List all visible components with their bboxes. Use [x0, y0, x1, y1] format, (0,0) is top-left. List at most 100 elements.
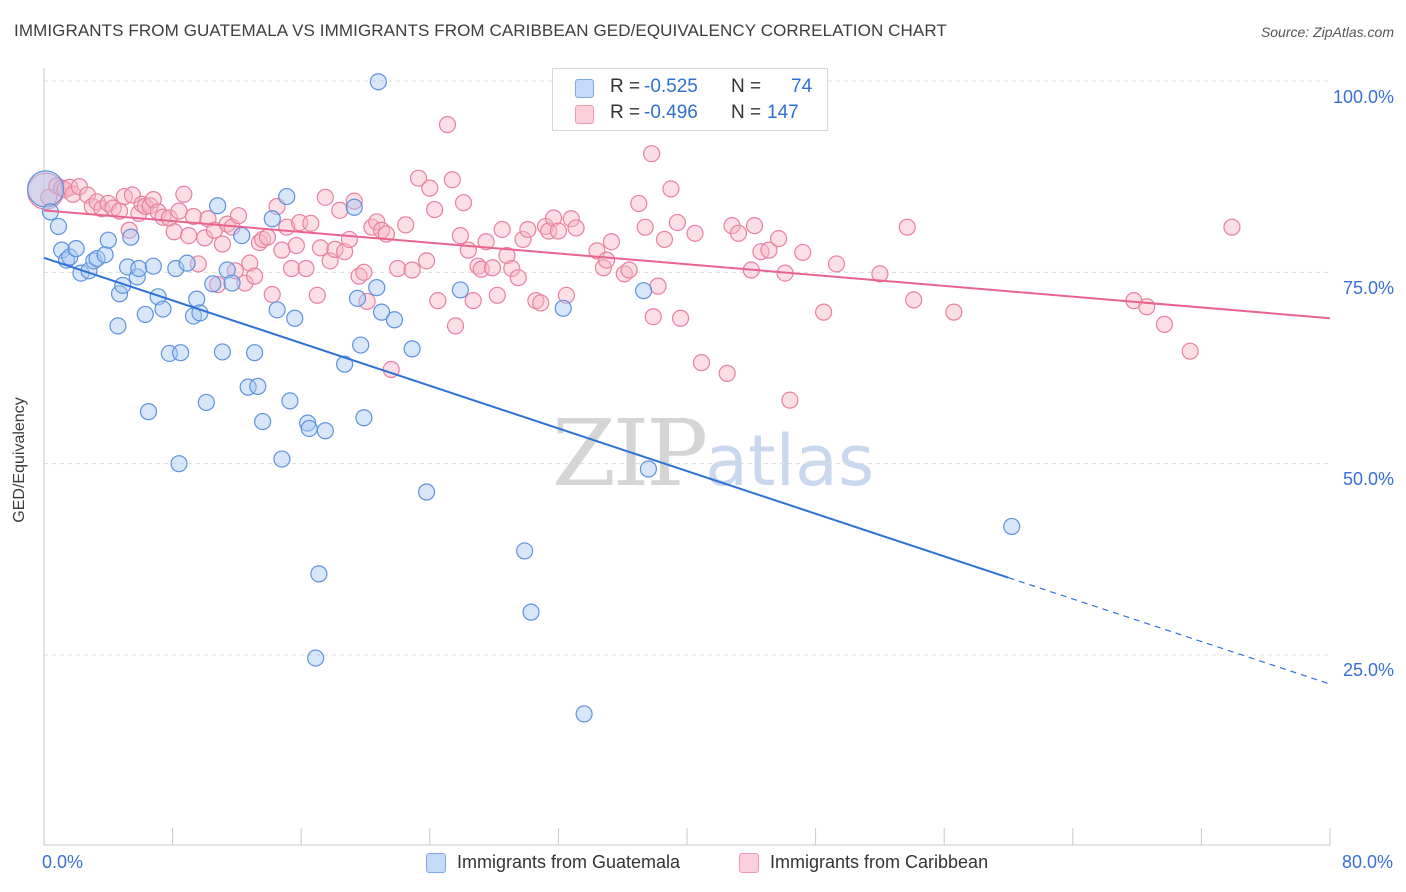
guatemala-point: [300, 419, 318, 438]
caribbean-point: [598, 251, 616, 269]
watermark-zip: ZIP: [552, 400, 708, 507]
caribbean-point: [355, 263, 373, 281]
legend-r-value: -0.496: [644, 102, 698, 123]
caribbean-point: [451, 226, 469, 245]
caribbean-point: [165, 223, 183, 241]
caribbean-point: [602, 233, 621, 251]
caribbean-point: [509, 269, 527, 287]
caribbean-point: [1138, 298, 1156, 316]
guatemala-point: [268, 301, 286, 319]
caribbean-point: [170, 202, 188, 220]
caribbean-point: [213, 235, 232, 253]
caribbean-point: [718, 364, 736, 382]
caribbean-point: [464, 292, 482, 310]
guatemala-point: [172, 344, 190, 362]
caribbean-point: [368, 213, 386, 231]
guatemala-point: [213, 343, 232, 361]
caribbean-point: [945, 303, 963, 321]
guatemala-point: [369, 73, 387, 91]
guatemala-point: [522, 603, 540, 621]
caribbean-point: [340, 230, 359, 249]
guatemala-point: [67, 240, 85, 258]
caribbean-point: [671, 309, 690, 327]
caribbean-point: [421, 179, 439, 197]
guatemala-point: [96, 246, 114, 264]
bottom-legend-label: Immigrants from Guatemala: [457, 852, 681, 872]
legend-swatch-caribbean: [575, 105, 594, 124]
guatemala-point: [1003, 517, 1021, 536]
guatemala-point: [278, 187, 296, 206]
caribbean-point: [794, 243, 812, 262]
guatemala-point: [368, 279, 386, 297]
guatemala-point: [286, 309, 304, 327]
legend-n-label: N =: [731, 76, 762, 97]
caribbean-point: [655, 230, 674, 249]
caribbean-point: [498, 246, 516, 265]
caribbean-point: [644, 308, 662, 326]
caribbean-point: [643, 145, 661, 163]
trend-lines: [43, 209, 1331, 685]
caribbean-point: [649, 277, 667, 295]
legend-n-label: N =: [731, 102, 762, 123]
caribbean-point: [311, 239, 330, 257]
caribbean-point: [120, 221, 138, 239]
source-credit: Source: ZipAtlas.com: [1260, 24, 1394, 40]
watermark: ZIPatlas: [552, 400, 874, 507]
caribbean-point: [905, 291, 923, 309]
caribbean-point: [175, 185, 193, 203]
caribbean-point: [662, 180, 680, 198]
guatemala-point: [99, 231, 117, 249]
guatemala-point: [88, 249, 106, 268]
caribbean-point: [514, 230, 532, 249]
guatemala-point: [575, 705, 593, 723]
caribbean-point: [544, 209, 563, 227]
guatemala-point: [307, 649, 325, 667]
guatemala-point: [249, 377, 267, 395]
caribbean-point: [297, 259, 315, 278]
caribbean-point: [389, 259, 407, 278]
guatemala-point: [245, 344, 264, 362]
guatemala-point: [130, 259, 148, 278]
guatemala-point: [345, 198, 363, 216]
guatemala-point: [336, 355, 354, 373]
guatemala-point: [204, 275, 222, 293]
legend-swatch-guatemala: [575, 79, 594, 98]
y-tick-50: 50.0%: [1342, 469, 1394, 489]
guatemala-point: [403, 340, 421, 358]
legend-r-value: -0.525: [644, 76, 698, 97]
caribbean-point: [273, 241, 291, 259]
bottom-legend-label: Immigrants from Caribbean: [770, 852, 989, 872]
guatemala-point: [352, 336, 370, 354]
guatemala-point: [639, 460, 658, 478]
guatemala-point: [27, 170, 65, 208]
guatemala-points: [27, 73, 1021, 723]
guatemala-point: [223, 274, 241, 292]
caribbean-point: [229, 207, 248, 225]
caribbean-point: [488, 286, 506, 304]
caribbean-points: [27, 116, 1241, 409]
caribbean-point: [180, 226, 198, 245]
caribbean-point: [1155, 315, 1174, 333]
caribbean-point: [245, 267, 264, 285]
stats-legend: R = -0.525 N = 74 R = -0.496 N = 147: [552, 68, 828, 131]
caribbean-point: [331, 201, 349, 219]
caribbean-point: [403, 261, 421, 279]
guatemala-point: [114, 276, 132, 294]
caribbean-point: [438, 116, 457, 134]
guatemala-point: [144, 257, 162, 275]
guatemala-trend-extension: [1008, 577, 1331, 685]
axes: [43, 68, 1331, 846]
legend-r-label: R =: [610, 102, 641, 123]
legend-r-label: R =: [610, 76, 641, 97]
guatemala-point: [281, 392, 299, 410]
guatemala-point: [233, 226, 251, 245]
guatemala-point: [170, 455, 188, 473]
caribbean-point: [871, 265, 889, 283]
guatemala-point: [209, 197, 227, 215]
chart-title: IMMIGRANTS FROM GUATEMALA VS IMMIGRANTS …: [14, 21, 947, 40]
guatemala-trend-line: [43, 256, 1009, 579]
caribbean-point: [469, 257, 487, 275]
caribbean-point: [503, 259, 521, 278]
caribbean-point: [532, 294, 550, 312]
